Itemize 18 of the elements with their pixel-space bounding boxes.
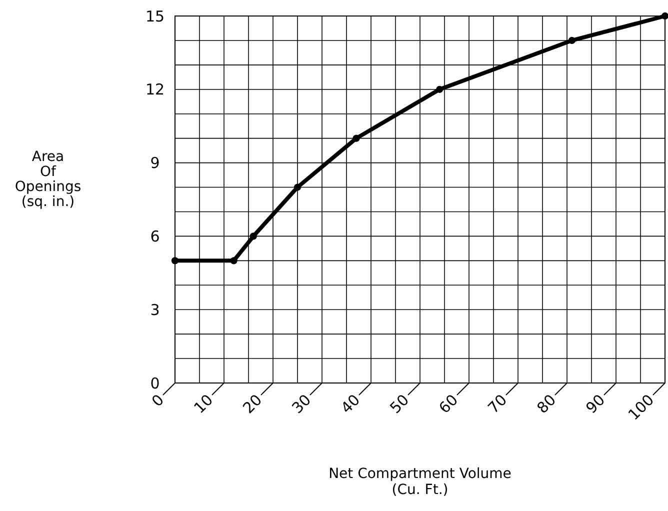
x-tick-label: 30 bbox=[288, 390, 315, 418]
y-tick-label: 6 bbox=[150, 227, 160, 246]
x-tick-label: 60 bbox=[435, 390, 462, 418]
y-axis-title: Area Of Openings (sq. in.) bbox=[14, 149, 82, 210]
x-tick-label: 50 bbox=[386, 390, 413, 418]
x-tick-label: 20 bbox=[239, 390, 266, 418]
y-tick-label: 0 bbox=[150, 374, 160, 392]
x-tick-label: 80 bbox=[533, 390, 560, 418]
y-tick-label: 9 bbox=[150, 154, 160, 172]
y-tick-label: 3 bbox=[150, 300, 160, 319]
x-tick-label: 100 bbox=[624, 390, 658, 424]
x-axis-title: Net Compartment Volume (Cu. Ft.) bbox=[328, 466, 512, 498]
y-tick-label: 15 bbox=[145, 7, 165, 26]
x-tick-label: 10 bbox=[190, 390, 217, 418]
x-tick-label: 90 bbox=[582, 390, 609, 418]
x-tick-label: 40 bbox=[337, 390, 364, 418]
x-tick-label: 70 bbox=[484, 390, 511, 418]
y-tick-label: 12 bbox=[145, 80, 165, 99]
